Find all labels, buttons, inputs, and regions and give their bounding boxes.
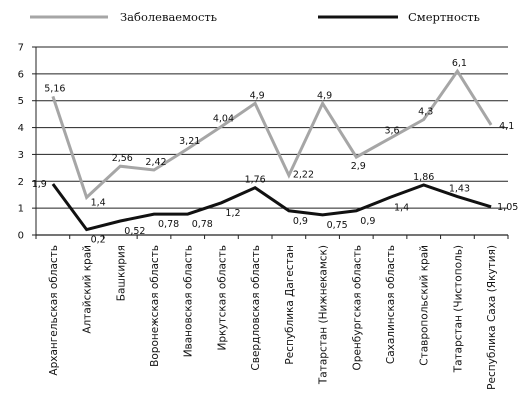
data-label-mortality: 1,2 (225, 208, 240, 219)
series-line-mortality (51, 183, 492, 232)
x-axis-label: Татарстан (Нижнекамск) (318, 245, 330, 385)
x-axis-label: Свердловская область (250, 245, 262, 371)
data-label-incidence: 2,56 (112, 153, 133, 164)
axes (32, 46, 509, 239)
data-label-incidence: 2,22 (293, 169, 314, 180)
data-label-mortality: 0,9 (360, 216, 375, 227)
data-label-mortality: 0,75 (327, 220, 348, 231)
x-axis-label: Сахалинская область (385, 245, 397, 364)
data-label-incidence: 1,4 (91, 197, 106, 208)
x-axis-label: Иркутская область (216, 245, 228, 351)
legend-label: Смертность (408, 10, 480, 24)
y-tick-label: 0 (18, 231, 24, 242)
data-label-mortality: 1,9 (32, 179, 47, 190)
y-axis-ticks: 0 1 2 3 4 5 6 7 (18, 43, 24, 242)
x-axis-label: Татарстан (Чистополь) (452, 245, 464, 373)
y-tick-label: 1 (18, 204, 24, 215)
x-axis-label: Ивановская область (183, 245, 195, 357)
data-label-mortality: 1,76 (245, 175, 266, 186)
legend: Заболеваемость Смертность (30, 10, 480, 24)
data-labels: 5,16 1,4 2,56 2,42 3,21 4,04 4,9 2,22 4,9 2,9 3,6 4… (32, 58, 519, 245)
y-tick-label: 7 (18, 43, 24, 54)
x-axis-label: Ставропольский край (419, 245, 431, 366)
x-axis-label: Башкирия (115, 245, 127, 301)
data-label-mortality: 0,9 (293, 216, 308, 227)
data-label-mortality: 0,78 (192, 219, 213, 230)
data-label-mortality: 1,86 (413, 172, 434, 183)
data-label-mortality: 0,2 (91, 235, 106, 246)
x-axis-label: Алтайский край (82, 245, 94, 334)
data-label-incidence: 2,9 (351, 161, 366, 172)
x-axis-label: Архангельская область (48, 245, 60, 376)
y-tick-label: 6 (18, 69, 24, 80)
data-label-incidence: 4,1 (499, 121, 514, 132)
data-label-incidence: 5,16 (44, 83, 65, 94)
legend-label: Заболеваемость (120, 10, 217, 24)
data-label-mortality: 1,05 (497, 202, 518, 213)
series-line-incidence (51, 68, 493, 201)
data-label-mortality: 0,52 (124, 226, 145, 237)
data-label-incidence: 4,9 (317, 90, 332, 101)
data-label-incidence: 3,21 (179, 136, 200, 147)
data-label-incidence: 4,9 (250, 90, 265, 101)
data-label-mortality: 1,4 (394, 202, 409, 213)
y-tick-label: 2 (18, 177, 24, 188)
x-axis-label: Оренбургская область (351, 245, 363, 370)
series-lines (51, 68, 493, 232)
data-label-mortality: 1,43 (449, 184, 470, 195)
y-tick-label: 4 (18, 123, 24, 134)
y-tick-label: 3 (18, 150, 24, 161)
data-label-incidence: 3,6 (384, 125, 399, 136)
data-label-mortality: 0,78 (158, 219, 179, 230)
y-tick-label: 5 (18, 96, 24, 107)
data-label-incidence: 2,42 (145, 157, 166, 168)
x-axis-label: Республика Саха (Якутия) (486, 245, 498, 390)
data-label-incidence: 4,3 (418, 107, 433, 118)
data-label-incidence: 4,04 (213, 113, 234, 124)
x-axis-labels: Архангельская область Алтайский край Башки… (48, 245, 498, 390)
x-axis-label: Воронежская область (149, 245, 161, 367)
x-axis-label: Республика Дагестан (284, 245, 296, 365)
data-label-incidence: 6,1 (452, 58, 467, 69)
